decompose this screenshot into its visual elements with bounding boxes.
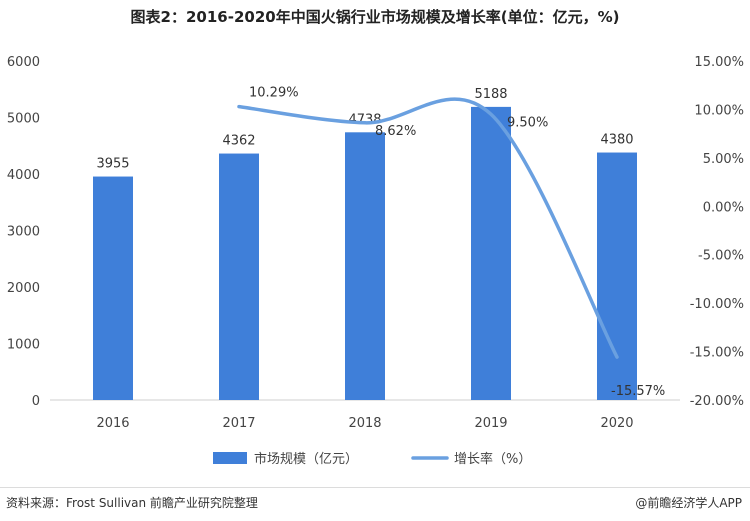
- bar-value-label: 4380: [600, 133, 633, 148]
- chart-title: 图表2：2016-2020年中国火锅行业市场规模及增长率(单位：亿元，%): [130, 8, 620, 26]
- x-tick-label: 2018: [348, 416, 381, 431]
- growth-rate-line: [237, 97, 619, 359]
- bar: [219, 153, 259, 400]
- y-left-tick-label: 6000: [7, 55, 40, 70]
- line-value-label: -15.57%: [611, 384, 665, 399]
- x-tick-label: 2019: [474, 416, 507, 431]
- bar: [93, 176, 133, 400]
- y-right-tick-label: -20.00%: [690, 394, 744, 409]
- brand-attribution: @前瞻经济学人APP: [635, 496, 742, 510]
- x-tick-label: 2020: [600, 416, 633, 431]
- y-left-tick-label: 1000: [7, 338, 40, 353]
- y-left-tick-label: 0: [32, 394, 40, 409]
- y-right-tick-label: -15.00%: [690, 346, 744, 361]
- bar-value-label: 3955: [96, 157, 129, 172]
- y-left-tick-label: 2000: [7, 281, 40, 296]
- legend-swatch-bar: [213, 452, 247, 464]
- bar: [345, 132, 385, 401]
- y-right-tick-label: 10.00%: [694, 103, 744, 118]
- y-right-tick-label: 15.00%: [694, 55, 744, 70]
- y-right-tick-label: 0.00%: [703, 200, 744, 215]
- y-right-tick-label: -10.00%: [690, 297, 744, 312]
- bar-value-label: 5188: [474, 87, 507, 102]
- line-value-label: 9.50%: [507, 115, 548, 130]
- bar-value-label: 4362: [222, 134, 255, 149]
- bar: [471, 106, 511, 401]
- line-value-label: 10.29%: [249, 86, 299, 101]
- x-tick-label: 2016: [96, 416, 129, 431]
- bar: [597, 152, 637, 400]
- y-left-tick-label: 3000: [7, 225, 40, 240]
- legend-label-line: 增长率（%）: [454, 451, 531, 467]
- line-value-label: 8.62%: [375, 124, 416, 139]
- chart-canvas: 0 1000 2000 3000 4000 5000 6000 -20.00% -15.00% -…: [7, 55, 744, 467]
- footer-divider: [0, 487, 750, 488]
- legend-label-bar: 市场规模（亿元）: [254, 451, 358, 467]
- y-left-tick-label: 5000: [7, 112, 40, 127]
- y-left-tick-label: 4000: [7, 168, 40, 183]
- x-tick-label: 2017: [222, 416, 255, 431]
- source-note: 资料来源：Frost Sullivan 前瞻产业研究院整理: [6, 496, 258, 510]
- y-right-tick-label: 5.00%: [703, 152, 744, 167]
- y-right-tick-label: -5.00%: [698, 249, 744, 264]
